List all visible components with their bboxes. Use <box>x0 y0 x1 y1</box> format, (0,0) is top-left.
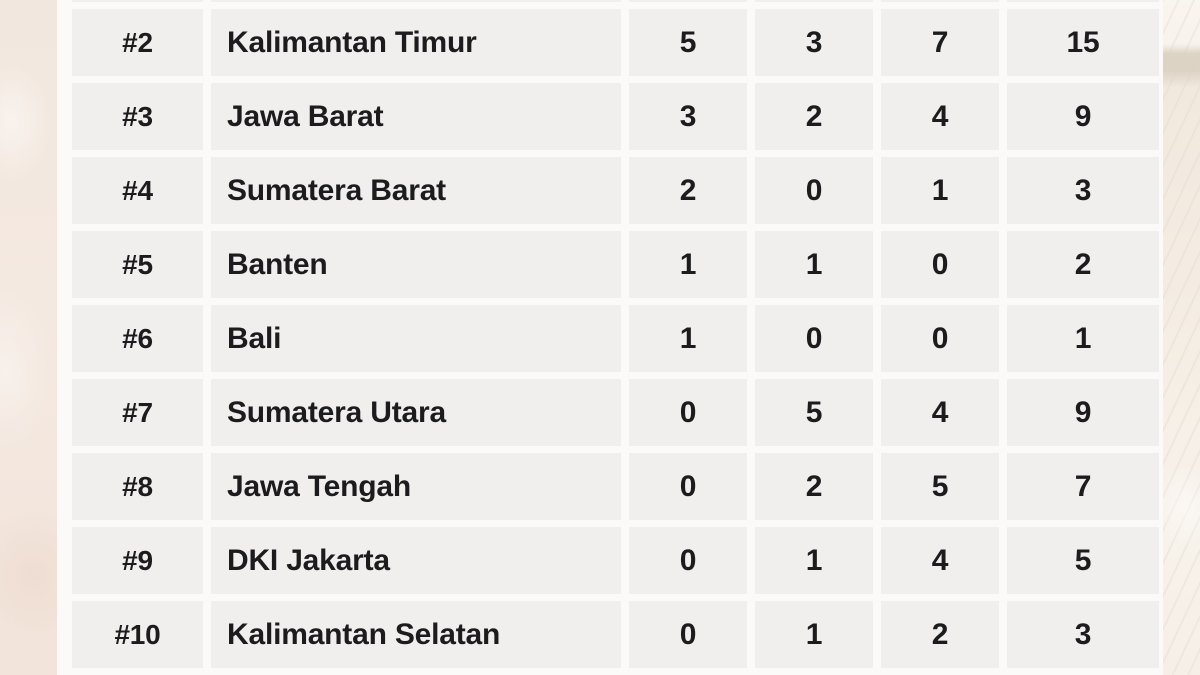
value-cell: 1 <box>755 527 873 594</box>
value-cell: 0 <box>755 157 873 224</box>
value-cell: 2 <box>881 601 999 668</box>
value-cell: 3 <box>1007 601 1159 668</box>
value-cell: 0 <box>629 453 747 520</box>
value-cell <box>1007 0 1159 2</box>
value-cell: 1 <box>1007 305 1159 372</box>
rank-cell <box>72 0 203 2</box>
value-cell: 5 <box>629 9 747 76</box>
value-cell: 7 <box>881 9 999 76</box>
value-cell: 0 <box>629 601 747 668</box>
value-cell: 3 <box>755 9 873 76</box>
table-row: #5 Banten 1 1 0 2 <box>72 231 1160 298</box>
province-cell <box>211 0 621 2</box>
rank-cell: #3 <box>72 83 203 150</box>
value-cell: 1 <box>755 231 873 298</box>
rank-cell: #4 <box>72 157 203 224</box>
province-cell: Kalimantan Timur <box>211 9 621 76</box>
value-cell: 3 <box>1007 157 1159 224</box>
value-cell: 4 <box>881 379 999 446</box>
province-cell: Kalimantan Selatan <box>211 601 621 668</box>
table-row: #6 Bali 1 0 0 1 <box>72 305 1160 372</box>
rank-cell: #6 <box>72 305 203 372</box>
province-cell: Sumatera Barat <box>211 157 621 224</box>
value-cell: 1 <box>629 305 747 372</box>
province-cell: Bali <box>211 305 621 372</box>
standings-table: #2 Kalimantan Timur 5 3 7 15 #3 Jawa Barat 3 2 4 9 #… <box>57 0 1163 675</box>
value-cell: 1 <box>881 157 999 224</box>
value-cell: 0 <box>629 379 747 446</box>
right-parchment-background <box>1162 0 1200 675</box>
province-cell: Sumatera Utara <box>211 379 621 446</box>
value-cell <box>629 0 747 2</box>
value-cell: 5 <box>881 453 999 520</box>
table-row: #2 Kalimantan Timur 5 3 7 15 <box>72 9 1160 76</box>
value-cell: 9 <box>1007 379 1159 446</box>
rank-cell: #7 <box>72 379 203 446</box>
rank-cell: #9 <box>72 527 203 594</box>
value-cell: 2 <box>1007 231 1159 298</box>
province-cell: DKI Jakarta <box>211 527 621 594</box>
value-cell: 3 <box>629 83 747 150</box>
table-row: #8 Jawa Tengah 0 2 5 7 <box>72 453 1160 520</box>
value-cell: 4 <box>881 83 999 150</box>
table-rows: #2 Kalimantan Timur 5 3 7 15 #3 Jawa Barat 3 2 4 9 #… <box>72 0 1160 668</box>
value-cell: 2 <box>755 83 873 150</box>
rank-cell: #10 <box>72 601 203 668</box>
table-row: #4 Sumatera Barat 2 0 1 3 <box>72 157 1160 224</box>
value-cell: 0 <box>881 305 999 372</box>
province-cell: Banten <box>211 231 621 298</box>
rank-cell: #5 <box>72 231 203 298</box>
left-parchment-background <box>0 0 57 675</box>
table-row: #3 Jawa Barat 3 2 4 9 <box>72 83 1160 150</box>
value-cell: 5 <box>755 379 873 446</box>
value-cell <box>881 0 999 2</box>
value-cell: 2 <box>755 453 873 520</box>
value-cell: 0 <box>881 231 999 298</box>
table-row: #9 DKI Jakarta 0 1 4 5 <box>72 527 1160 594</box>
rank-cell: #8 <box>72 453 203 520</box>
rank-cell: #2 <box>72 9 203 76</box>
table-row: #7 Sumatera Utara 0 5 4 9 <box>72 379 1160 446</box>
value-cell: 9 <box>1007 83 1159 150</box>
value-cell: 5 <box>1007 527 1159 594</box>
value-cell: 1 <box>755 601 873 668</box>
value-cell: 7 <box>1007 453 1159 520</box>
value-cell: 0 <box>755 305 873 372</box>
value-cell: 0 <box>629 527 747 594</box>
province-cell: Jawa Tengah <box>211 453 621 520</box>
value-cell: 1 <box>629 231 747 298</box>
table-row: #10 Kalimantan Selatan 0 1 2 3 <box>72 601 1160 668</box>
value-cell: 2 <box>629 157 747 224</box>
value-cell <box>755 0 873 2</box>
partial-row-top <box>72 0 1160 2</box>
value-cell: 15 <box>1007 9 1159 76</box>
province-cell: Jawa Barat <box>211 83 621 150</box>
value-cell: 4 <box>881 527 999 594</box>
